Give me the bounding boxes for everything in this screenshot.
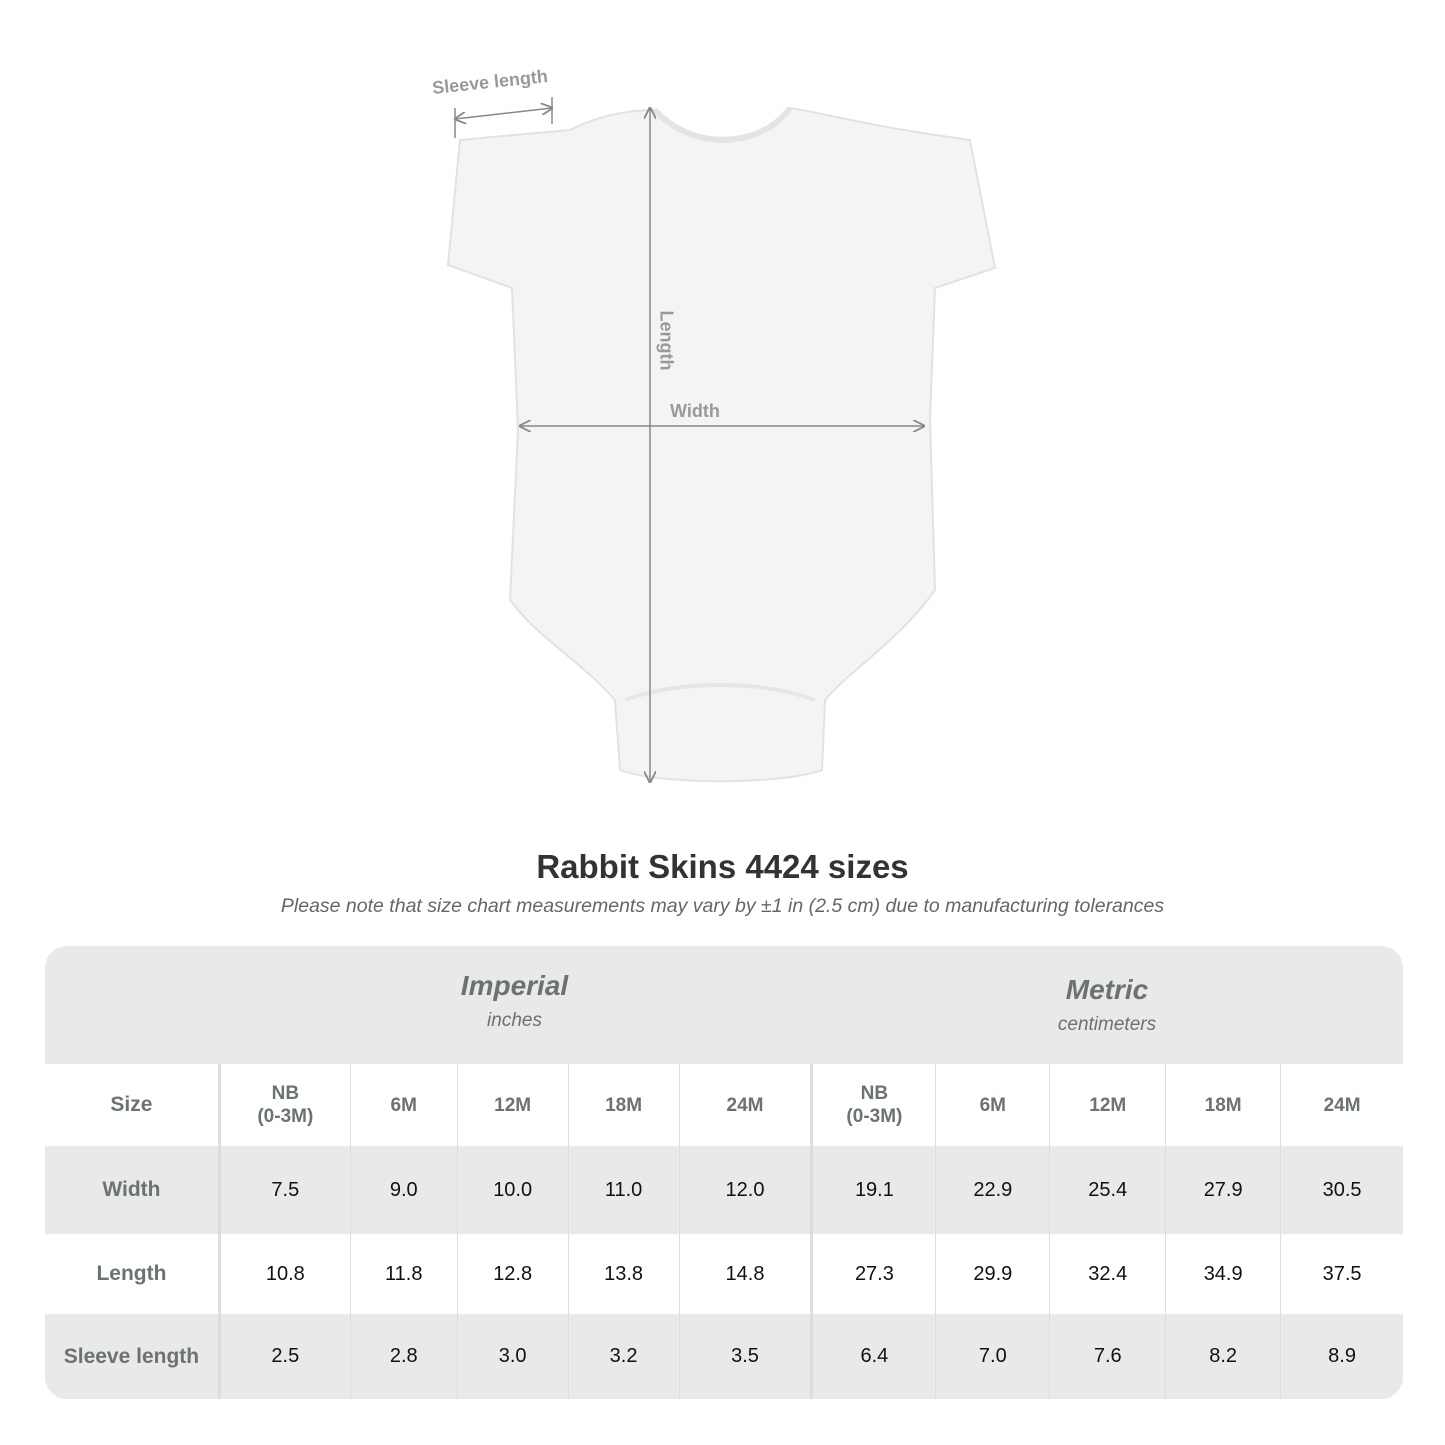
value-cell: 11.8 [349,1234,457,1314]
value-cell: 3.5 [678,1314,811,1399]
value-cell: 2.8 [349,1314,457,1399]
value-cell: 9.0 [349,1146,457,1234]
value-cell: 34.9 [1165,1234,1280,1314]
value-cell: 10.8 [217,1234,350,1314]
value-cell: 12.8 [456,1234,568,1314]
size-header-cell: NB (0-3M) [217,1064,350,1146]
value-cell: 27.3 [810,1234,935,1314]
value-cell: 7.5 [217,1146,350,1234]
value-cell: 6.4 [810,1314,935,1399]
imperial-unit: inches [487,1010,542,1031]
onesie-shape [446,106,997,783]
table-row: Length 10.8 11.8 12.8 13.8 14.8 27.3 29.9 32.4 34… [45,1234,1403,1314]
imperial-title: Imperial [460,970,569,1001]
metric-header: Metric centimeters [811,946,1403,1064]
value-cell: 27.9 [1165,1146,1280,1234]
value-cell: 12.0 [678,1146,811,1234]
chart-subtitle: Please note that size chart measurements… [280,895,1165,917]
size-header-cell: 12M [1049,1064,1165,1146]
value-cell: 32.4 [1049,1234,1165,1314]
size-header-cell: 6M [349,1064,457,1146]
sleeve-arrow [455,108,552,119]
metric-title: Metric [1065,974,1149,1005]
value-cell: 29.9 [935,1234,1049,1314]
size-header-cell: 12M [456,1064,568,1146]
value-cell: 8.2 [1165,1314,1280,1399]
value-cell: 10.0 [456,1146,568,1234]
value-cell: 7.6 [1049,1314,1165,1399]
size-header-row: Size NB (0-3M) 6M 12M 18M 24M NB (0-3M) 6M 12M 18… [45,1064,1403,1146]
value-cell: 19.1 [810,1146,935,1234]
value-cell: 37.5 [1280,1234,1403,1314]
size-table: Imperial inches Metric centimeters Size N… [45,946,1403,1399]
size-header-cell: 24M [678,1064,811,1146]
size-header-cell: 24M [1280,1064,1403,1146]
imperial-header: Imperial inches [218,946,811,1064]
value-cell: 14.8 [678,1234,811,1314]
value-cell: 3.2 [567,1314,679,1399]
value-cell: 7.0 [935,1314,1049,1399]
table-row: Width 7.5 9.0 10.0 11.0 12.0 19.1 22.9 25.4 27.9 3… [45,1146,1403,1234]
unit-header-band [45,946,1403,1064]
metric-unit: centimeters [1057,1014,1157,1035]
row-label: Sleeve length [63,1344,200,1368]
size-header-cell: 18M [1165,1064,1280,1146]
value-cell: 2.5 [217,1314,350,1399]
value-cell: 3.0 [456,1314,568,1399]
value-cell: 25.4 [1049,1146,1165,1234]
length-label: Length [656,310,677,371]
chart-title: Rabbit Skins 4424 sizes [536,848,909,885]
size-header-cell: NB (0-3M) [810,1064,935,1146]
width-label: Width [670,401,720,421]
value-cell: 22.9 [935,1146,1049,1234]
table-row: Sleeve length 2.5 2.8 3.0 3.2 3.5 6.4 7.0 7.6 8.2… [45,1314,1403,1399]
size-header-cell: 6M [935,1064,1049,1146]
value-cell: 30.5 [1280,1146,1403,1234]
value-cell: 13.8 [567,1234,679,1314]
row-label: Length [96,1262,167,1285]
value-cell: 11.0 [567,1146,679,1234]
row-label: Width [102,1178,161,1201]
size-header-cell: 18M [567,1064,679,1146]
onesie-diagram [446,97,997,820]
size-label: Size [110,1093,153,1116]
value-cell: 8.9 [1280,1314,1403,1399]
